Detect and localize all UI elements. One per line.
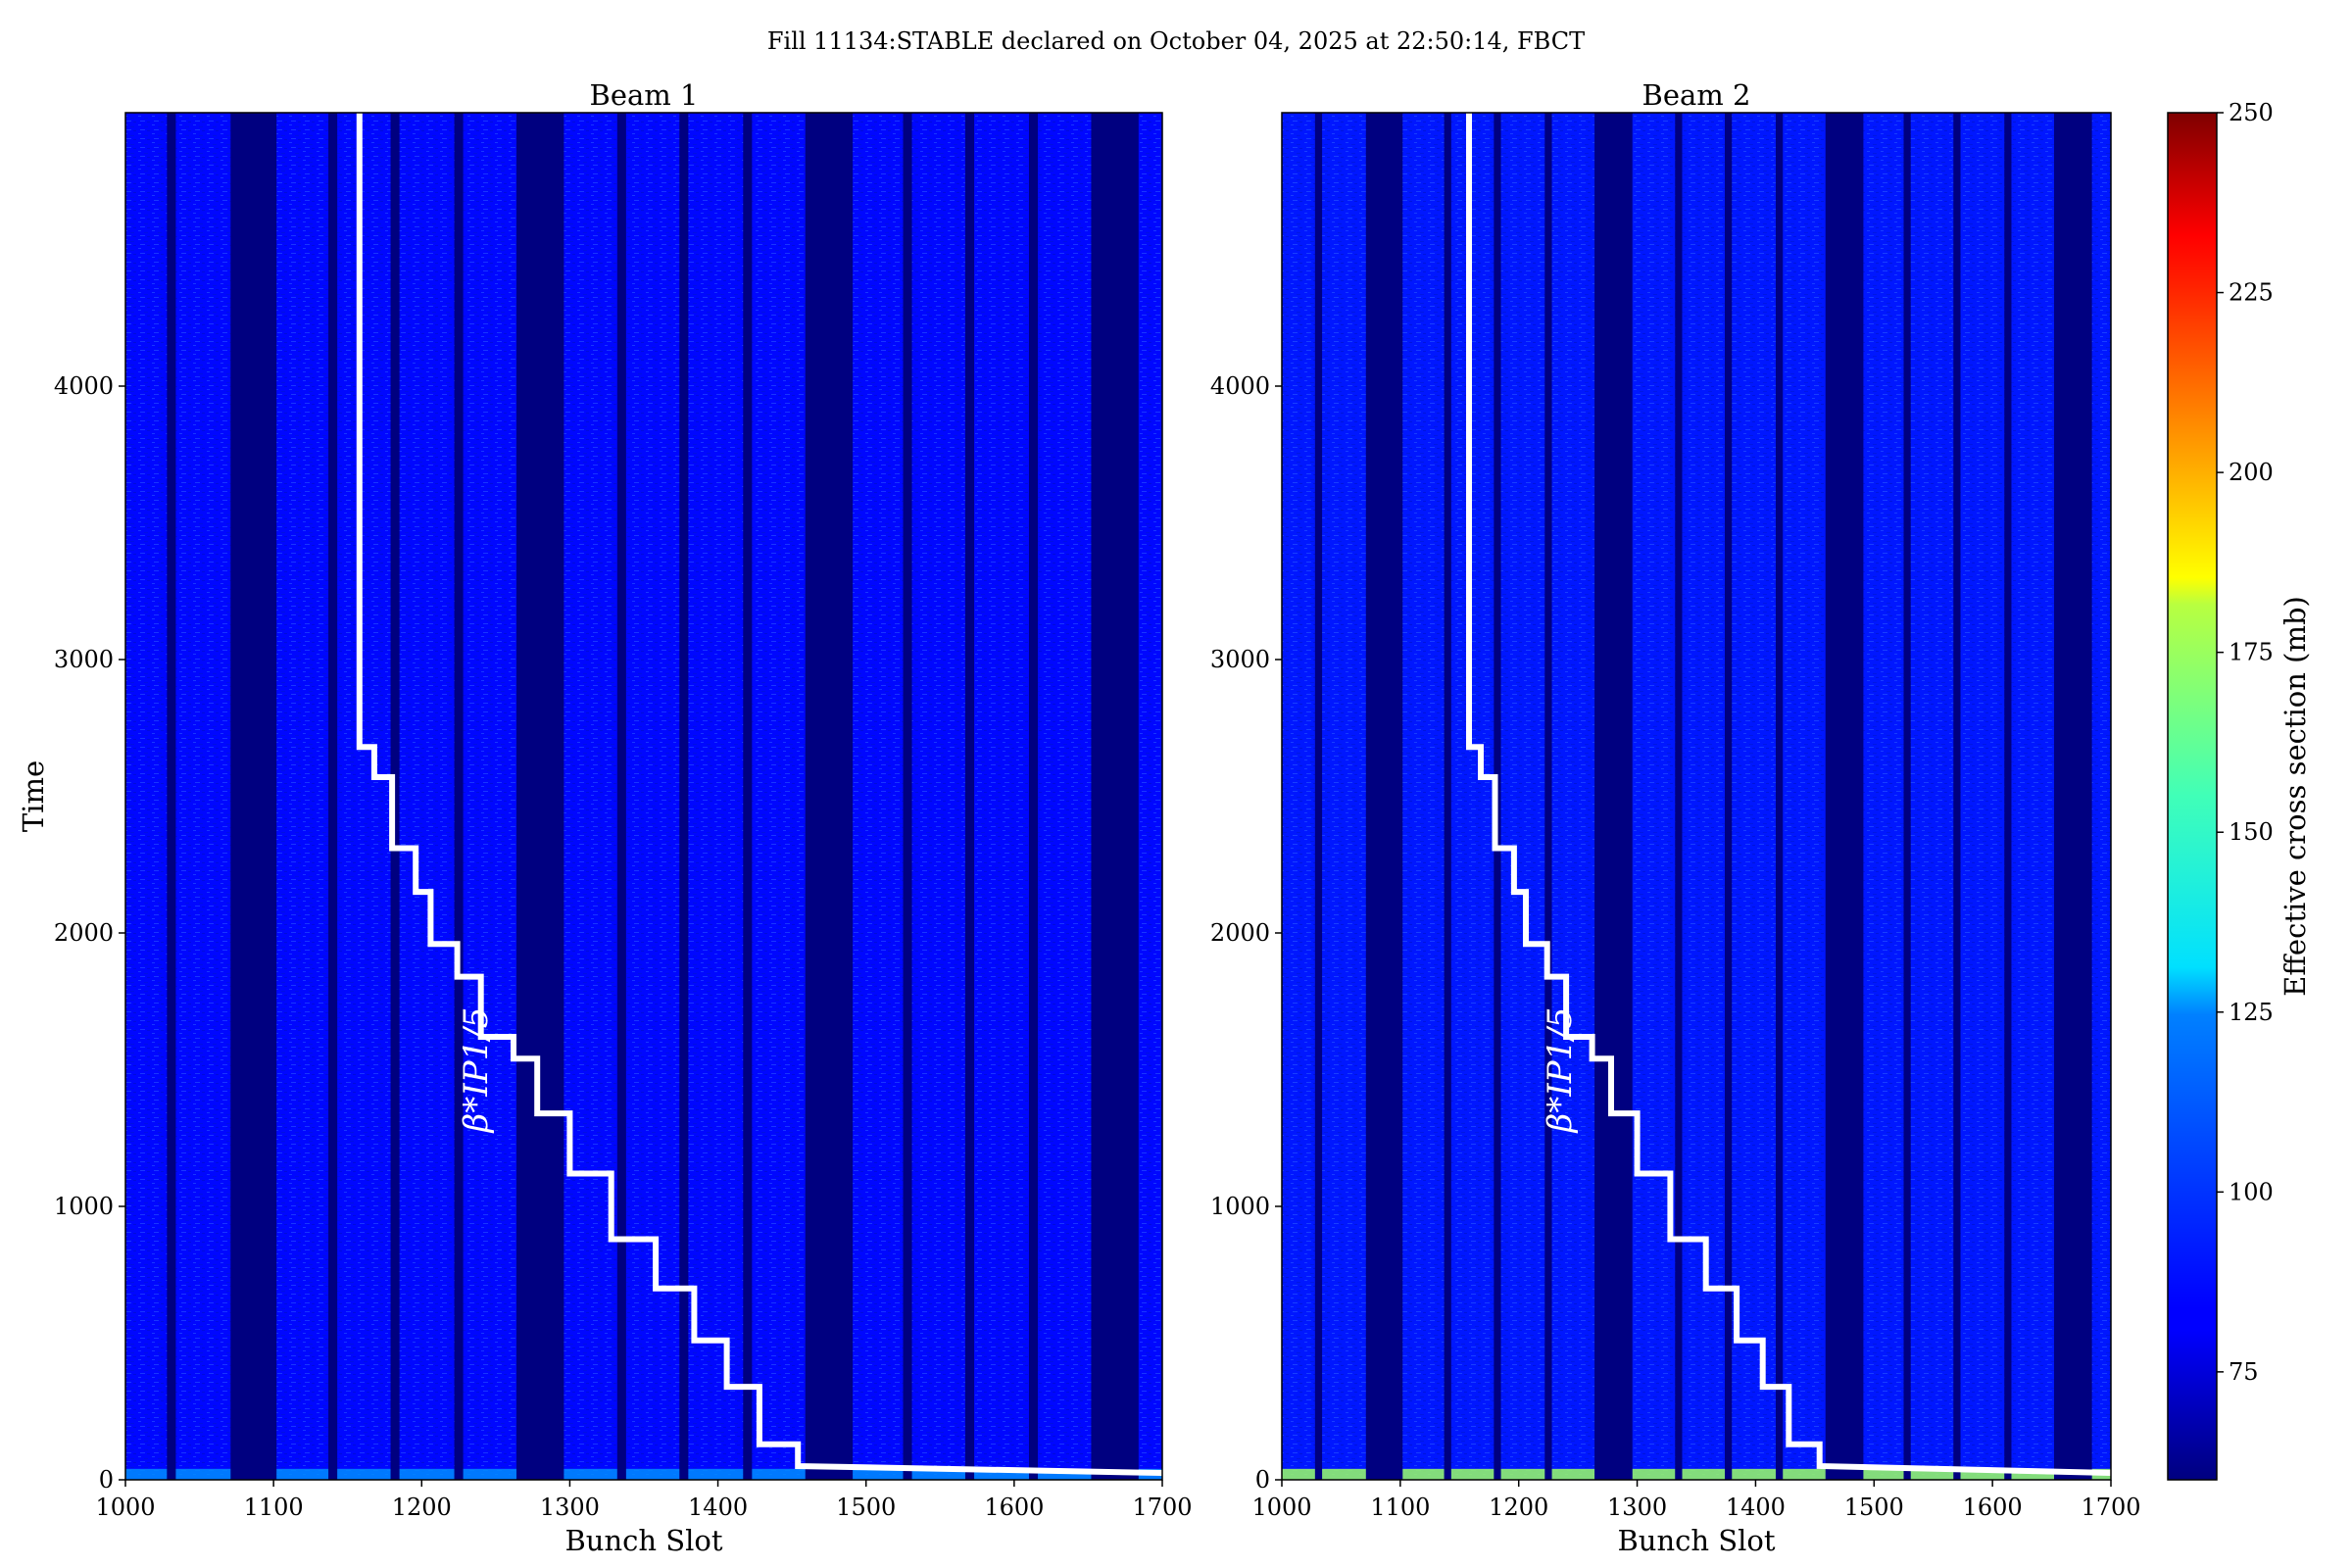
x-tick-label: 1100 [244,1494,304,1521]
y-tick-label: 4000 [1210,372,1270,400]
x-tick-label: 1300 [1607,1494,1667,1521]
beam2-heatmap [1282,113,2111,1480]
empty-slot-stripe [516,113,564,1480]
beam1-y-axis-label: Time [17,760,50,832]
heatmap-early-band [1282,1468,2111,1480]
beam1-axes-frame [124,112,1163,1481]
empty-slot-stripe [616,113,626,1480]
empty-slot-stripe [1775,113,1784,1480]
y-tick-label: 3000 [1210,646,1270,673]
beam2-axes-frame [1281,112,2112,1481]
beam1-y-ticks: 0 1000 2000 3000 4000 [54,372,125,1494]
empty-slot-stripe [743,113,753,1480]
colorbar: 75 100 125 150 175 200 225 250 Effective cross … [2167,99,2312,1481]
x-tick-label: 1200 [392,1494,452,1521]
y-tick-label: 2000 [54,919,114,947]
x-tick-label: 1400 [688,1494,748,1521]
y-tick-label: 0 [99,1466,114,1494]
beam2-beta-label: β*IP1/5 [1541,1007,1580,1135]
y-tick-label: 1000 [54,1193,114,1220]
x-tick-label: 1000 [95,1494,155,1521]
beta-star-line [1466,113,2112,1476]
colorbar-tick-label: 100 [2229,1178,2274,1205]
x-tick-label: 1100 [1370,1494,1430,1521]
empty-slot-stripe [1028,113,1039,1480]
beam2-x-ticks: 1000 1100 1200 1300 1400 1500 1600 1700 [1251,1480,2141,1521]
empty-slot-stripe [1444,113,1451,1480]
colorbar-label: Effective cross section (mb) [2278,596,2312,997]
x-tick-label: 1200 [1489,1494,1548,1521]
empty-slot-stripe [805,113,854,1480]
beam2-x-axis-label: Bunch Slot [1617,1524,1775,1557]
empty-slot-stripe [230,113,277,1480]
colorbar-tick-label: 125 [2229,999,2274,1026]
empty-slot-stripe [679,113,689,1480]
x-tick-label: 1700 [1132,1494,1192,1521]
empty-slot-stripe [964,113,975,1480]
beta-star-annotation: β*IP1/5 [457,1007,496,1135]
empty-slot-stripe [1365,113,1403,1480]
beam1-x-axis-label: Bunch Slot [564,1524,722,1557]
empty-slot-stripe [1675,113,1683,1480]
colorbar-tick-label: 250 [2229,99,2274,126]
empty-slot-stripe [454,113,464,1480]
x-tick-label: 1300 [540,1494,600,1521]
x-tick-label: 1500 [1844,1494,1904,1521]
heatmap-texture [1282,113,2111,1480]
colorbar-tick-label: 75 [2229,1358,2259,1386]
beam2-title: Beam 2 [1642,78,1751,112]
beam2-panel: Beam 2 Bunch Slot 1000 1100 1200 1300 1400 15… [1210,78,2141,1557]
colorbar-tick-label: 225 [2229,279,2274,307]
empty-slot-stripe [1314,113,1323,1480]
y-tick-label: 4000 [54,372,114,400]
empty-slot-stripe [2053,113,2092,1480]
x-tick-label: 1500 [836,1494,896,1521]
y-tick-label: 2000 [1210,919,1270,947]
beam2-y-ticks: 0 1000 2000 3000 4000 [1210,372,1282,1494]
colorbar-tick-label: 200 [2229,459,2274,486]
x-tick-label: 1400 [1726,1494,1786,1521]
x-tick-label: 1700 [2081,1494,2140,1521]
empty-slot-stripe [1725,113,1733,1480]
colorbar-tick-label: 175 [2229,639,2274,666]
heatmap-early-band [125,1468,1162,1480]
empty-slot-stripe [328,113,338,1480]
beam1-panel: Beam 1 Bunch Slot Time 1000 1100 1200 1300 1… [17,78,1193,1557]
y-tick-label: 0 [1255,1466,1270,1494]
beam1-heatmap [125,113,1162,1480]
y-tick-label: 3000 [54,646,114,673]
beam1-beta-label: β*IP1/5 [457,1007,496,1135]
beta-star-line [356,113,1163,1476]
empty-slot-stripe [1594,113,1633,1480]
figure-suptitle: Fill 11134:STABLE declared on October 04… [767,27,1585,55]
colorbar-gradient [2167,112,2218,1481]
empty-slot-stripe [1825,113,1864,1480]
empty-slot-stripe [1953,113,1961,1480]
colorbar-tick-label: 150 [2229,818,2274,846]
beam1-beta-line [356,113,1163,1476]
empty-slot-stripe [2004,113,2012,1480]
heatmap-texture [125,113,1162,1480]
beta-star-annotation: β*IP1/5 [1541,1007,1580,1135]
beam1-x-ticks: 1000 1100 1200 1300 1400 1500 1600 1700 [95,1480,1193,1521]
y-tick-label: 1000 [1210,1193,1270,1220]
empty-slot-stripe [1544,113,1552,1480]
colorbar-ticks: 75 100 125 150 175 200 225 250 [2217,99,2274,1386]
x-tick-label: 1600 [984,1494,1044,1521]
beam1-title: Beam 1 [590,78,699,112]
empty-slot-stripe [1091,113,1139,1480]
x-tick-label: 1600 [1963,1494,2023,1521]
beam2-beta-line [1466,113,2112,1476]
empty-slot-stripe [1903,113,1911,1480]
empty-slot-stripe [903,113,912,1480]
x-tick-label: 1000 [1251,1494,1311,1521]
empty-slot-stripe [167,113,176,1480]
